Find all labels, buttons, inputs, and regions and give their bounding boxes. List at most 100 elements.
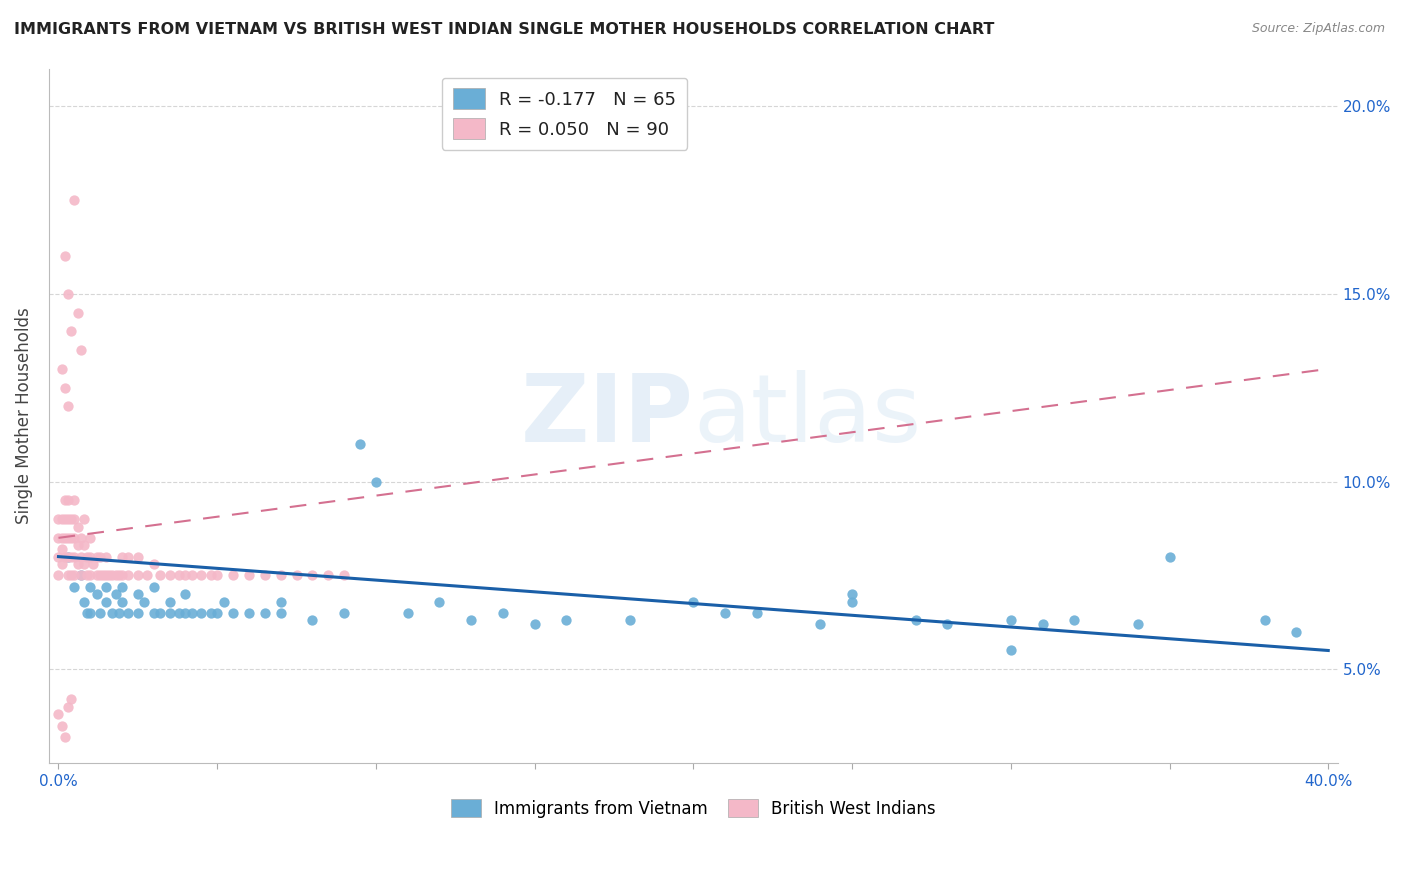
Point [301, 614, 323, 628]
Point [63, 549, 86, 564]
Point [66, 557, 89, 571]
Point [745, 606, 768, 620]
Point [56, 531, 79, 545]
Point [79, 568, 101, 582]
Point [60, 512, 83, 526]
Point [76, 568, 98, 582]
Point [73, 595, 96, 609]
Point [60, 324, 83, 338]
Point [523, 617, 546, 632]
Point [111, 580, 134, 594]
Point [94, 549, 117, 564]
Point [117, 549, 139, 564]
Point [200, 568, 222, 582]
Point [51, 718, 73, 732]
Point [53, 381, 76, 395]
Point [56, 549, 79, 564]
Point [222, 568, 245, 582]
Point [301, 568, 323, 582]
Point [205, 606, 228, 620]
Point [285, 568, 308, 582]
Point [63, 580, 86, 594]
Point [51, 557, 73, 571]
Point [89, 606, 111, 620]
Point [91, 568, 114, 582]
Point [270, 595, 292, 609]
Point [66, 305, 89, 319]
Point [167, 568, 190, 582]
Point [180, 568, 202, 582]
Point [98, 568, 121, 582]
Point [82, 557, 104, 571]
Point [53, 730, 76, 744]
Point [117, 606, 139, 620]
Point [51, 362, 73, 376]
Point [79, 606, 101, 620]
Point [174, 568, 197, 582]
Point [142, 580, 165, 594]
Point [53, 549, 76, 564]
Point [48, 707, 70, 722]
Point [349, 437, 371, 451]
Point [841, 595, 863, 609]
Point [1254, 614, 1277, 628]
Point [108, 568, 131, 582]
Point [51, 512, 73, 526]
Point [60, 549, 83, 564]
Point [127, 606, 149, 620]
Point [142, 606, 165, 620]
Point [174, 606, 197, 620]
Point [127, 587, 149, 601]
Point [86, 568, 108, 582]
Point [200, 606, 222, 620]
Point [69, 568, 91, 582]
Point [429, 595, 451, 609]
Point [63, 568, 86, 582]
Point [808, 617, 831, 632]
Point [94, 568, 117, 582]
Point [149, 568, 172, 582]
Point [73, 538, 96, 552]
Point [364, 475, 387, 489]
Point [1285, 624, 1308, 639]
Point [86, 587, 108, 601]
Point [63, 193, 86, 207]
Point [56, 549, 79, 564]
Point [69, 549, 91, 564]
Point [66, 519, 89, 533]
Point [212, 595, 235, 609]
Point [1159, 549, 1181, 564]
Point [149, 606, 172, 620]
Point [69, 343, 91, 358]
Point [73, 557, 96, 571]
Point [253, 568, 276, 582]
Point [167, 606, 190, 620]
Point [1000, 643, 1022, 657]
Point [127, 549, 149, 564]
Point [714, 606, 737, 620]
Point [63, 512, 86, 526]
Point [79, 549, 101, 564]
Point [159, 595, 181, 609]
Point [205, 568, 228, 582]
Point [53, 249, 76, 263]
Point [76, 549, 98, 564]
Point [841, 587, 863, 601]
Point [460, 614, 482, 628]
Point [86, 549, 108, 564]
Point [134, 595, 156, 609]
Point [1031, 617, 1053, 632]
Point [904, 614, 927, 628]
Point [48, 549, 70, 564]
Point [101, 568, 124, 582]
Y-axis label: Single Mother Households: Single Mother Households [15, 308, 32, 524]
Point [555, 614, 578, 628]
Text: atlas: atlas [693, 370, 921, 462]
Point [56, 286, 79, 301]
Point [936, 617, 959, 632]
Point [53, 493, 76, 508]
Point [222, 606, 245, 620]
Point [56, 568, 79, 582]
Point [190, 568, 212, 582]
Point [619, 614, 641, 628]
